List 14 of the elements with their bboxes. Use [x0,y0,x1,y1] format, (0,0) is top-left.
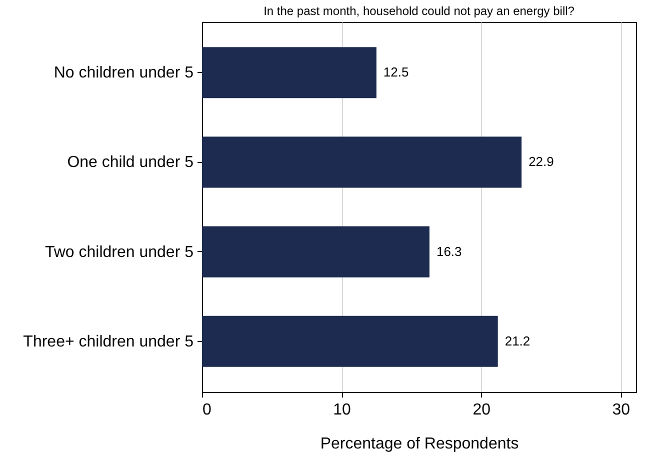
y-tick-label: Two children under 5 [44,244,194,261]
y-tick-label: One child under 5 [67,154,194,172]
x-tick-label: 20 [472,402,491,418]
x-tick-label: 30 [612,402,630,418]
chart-title: In the past month, household could not pay an energy bill? [264,4,575,18]
data-label: 21.2 [504,333,530,348]
y-tick-label: Three+ children under 5 [23,333,194,350]
data-label: 12.5 [383,64,409,80]
data-label: 16.3 [436,244,462,259]
x-axis-title: Percentage of Respondents [320,436,519,452]
data-label: 22.9 [528,154,554,170]
x-tick-label: 0 [202,402,212,418]
x-tick-label: 10 [333,402,352,418]
y-tick-label: No children under 5 [54,64,194,82]
